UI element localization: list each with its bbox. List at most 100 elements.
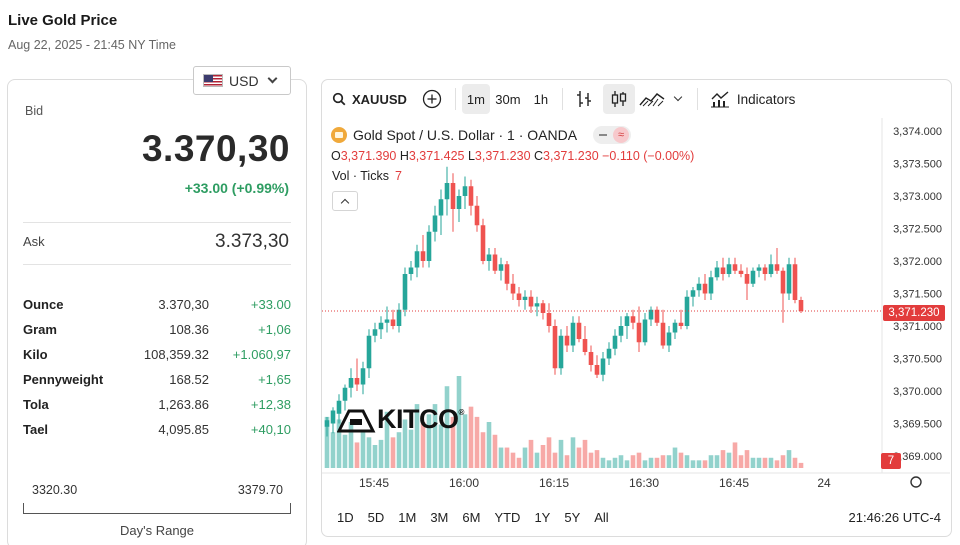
candlestick-chart[interactable]: 3,374.000 3,373.500 3,373.000 3,372.500 3,37… <box>322 118 950 500</box>
volume-bar <box>570 437 576 468</box>
candle-body <box>408 267 414 274</box>
volume-bar <box>324 416 330 468</box>
volume-bar <box>648 457 654 468</box>
y-tick-label: 3,373.500 <box>893 159 942 171</box>
range-5y[interactable]: 5Y <box>564 509 581 525</box>
candle-body <box>756 267 762 271</box>
volume-bar <box>654 457 660 468</box>
candle-body <box>324 420 330 427</box>
candle-body <box>744 274 750 284</box>
chart-widget <box>321 79 952 537</box>
volume-bar <box>522 447 528 468</box>
range-1m[interactable]: 1M <box>398 509 417 525</box>
candle-body <box>798 300 804 312</box>
collapse-legend-button[interactable] <box>332 191 358 211</box>
range-3m[interactable]: 3M <box>430 509 449 525</box>
symbol-label: XAUUSD <box>352 91 407 107</box>
divider <box>23 222 291 223</box>
volume-bar <box>558 439 564 468</box>
candle-body <box>486 254 492 261</box>
y-tick-label: 3,372.000 <box>893 256 942 268</box>
y-tick-label: 3,369.500 <box>893 419 942 431</box>
candle-body <box>582 339 588 352</box>
interval-30m[interactable]: 30m <box>490 84 526 114</box>
range-1y[interactable]: 1Y <box>534 509 551 525</box>
candle-body <box>714 267 720 278</box>
us-flag-icon <box>203 74 223 87</box>
volume-bar <box>588 452 594 468</box>
range-ytd[interactable]: YTD <box>494 509 521 525</box>
range-5d[interactable]: 5D <box>367 509 385 525</box>
interval-1m[interactable]: 1m <box>461 84 490 114</box>
volume-value: 7 <box>394 169 402 183</box>
volume-bar <box>726 452 732 468</box>
candle-body <box>426 231 432 261</box>
volume-bar <box>498 447 504 468</box>
ask-label: Ask <box>23 234 45 249</box>
currency-select[interactable]: USD <box>193 66 291 95</box>
area-style-button[interactable] <box>635 84 669 114</box>
y-tick-label: 3,370.000 <box>893 386 942 398</box>
high-label: H <box>399 149 409 163</box>
indicators-label: Indicators <box>736 91 796 107</box>
volume-bar <box>330 432 336 468</box>
close-label: C <box>534 149 544 163</box>
candle-body <box>720 267 726 274</box>
chart-type-dropdown[interactable] <box>669 84 687 114</box>
volume-legend: Vol · Ticks 7 <box>332 169 402 183</box>
candle-body <box>336 400 342 414</box>
volume-bar <box>360 432 366 468</box>
volume-bar <box>780 455 786 468</box>
x-tick-label: 16:00 <box>449 476 479 490</box>
volume-bar <box>372 445 378 468</box>
candles-style-button[interactable] <box>602 84 635 114</box>
candle-body <box>420 251 426 261</box>
toolbar-divider <box>696 88 698 110</box>
low-value: 3,371.230 <box>474 149 531 163</box>
y-tick-label: 3,372.500 <box>893 224 942 236</box>
volume-bar <box>732 442 738 468</box>
candle-body <box>348 378 354 388</box>
candle-body <box>456 196 462 209</box>
volume-bar <box>462 414 468 468</box>
compare-button[interactable] <box>415 84 449 114</box>
volume-bar <box>624 460 630 468</box>
minus-icon <box>599 134 608 136</box>
bid-price: 3.370,30 <box>141 128 290 169</box>
volume-tag: 7 <box>881 453 901 469</box>
settings-icon[interactable] <box>910 476 922 488</box>
toolbar-divider <box>454 88 456 110</box>
interval-1h[interactable]: 1h <box>526 84 556 114</box>
candles-icon <box>611 91 627 107</box>
volume-bar <box>348 422 354 468</box>
symbol-search[interactable]: XAUUSD <box>322 84 415 114</box>
bar-style-button[interactable] <box>569 84 599 114</box>
candle-body <box>558 335 564 369</box>
volume-bar <box>702 460 708 468</box>
unit-change: +1.060,97 <box>232 347 291 362</box>
unit-name: Pennyweight <box>23 372 104 387</box>
unit-row-pennyweight: Pennyweight 168.52 +1,65 <box>23 372 291 392</box>
candle-body <box>684 296 690 326</box>
range-1d[interactable]: 1D <box>337 509 354 525</box>
unit-name: Ounce <box>23 297 64 312</box>
candle-body <box>768 264 774 274</box>
volume-bar <box>384 411 390 468</box>
kitco-logo-icon <box>337 409 376 432</box>
candle-body <box>678 322 684 326</box>
candle-body <box>432 215 438 232</box>
range-6m[interactable]: 6M <box>462 509 481 525</box>
volume-bar <box>576 447 582 468</box>
candle-body <box>438 199 444 216</box>
range-all[interactable]: All <box>594 509 609 525</box>
candle-body <box>444 183 450 200</box>
low-label: L <box>467 149 475 163</box>
volume-label: Vol · Ticks <box>332 169 389 183</box>
candle-body <box>600 358 606 375</box>
bars-chart-icon <box>576 91 591 107</box>
volume-bar <box>336 419 342 468</box>
volume-bar <box>444 386 450 468</box>
volume-bar <box>762 457 768 468</box>
indicators-button[interactable]: Indicators <box>704 84 802 114</box>
legend-toggle[interactable]: ≈ <box>593 126 632 144</box>
